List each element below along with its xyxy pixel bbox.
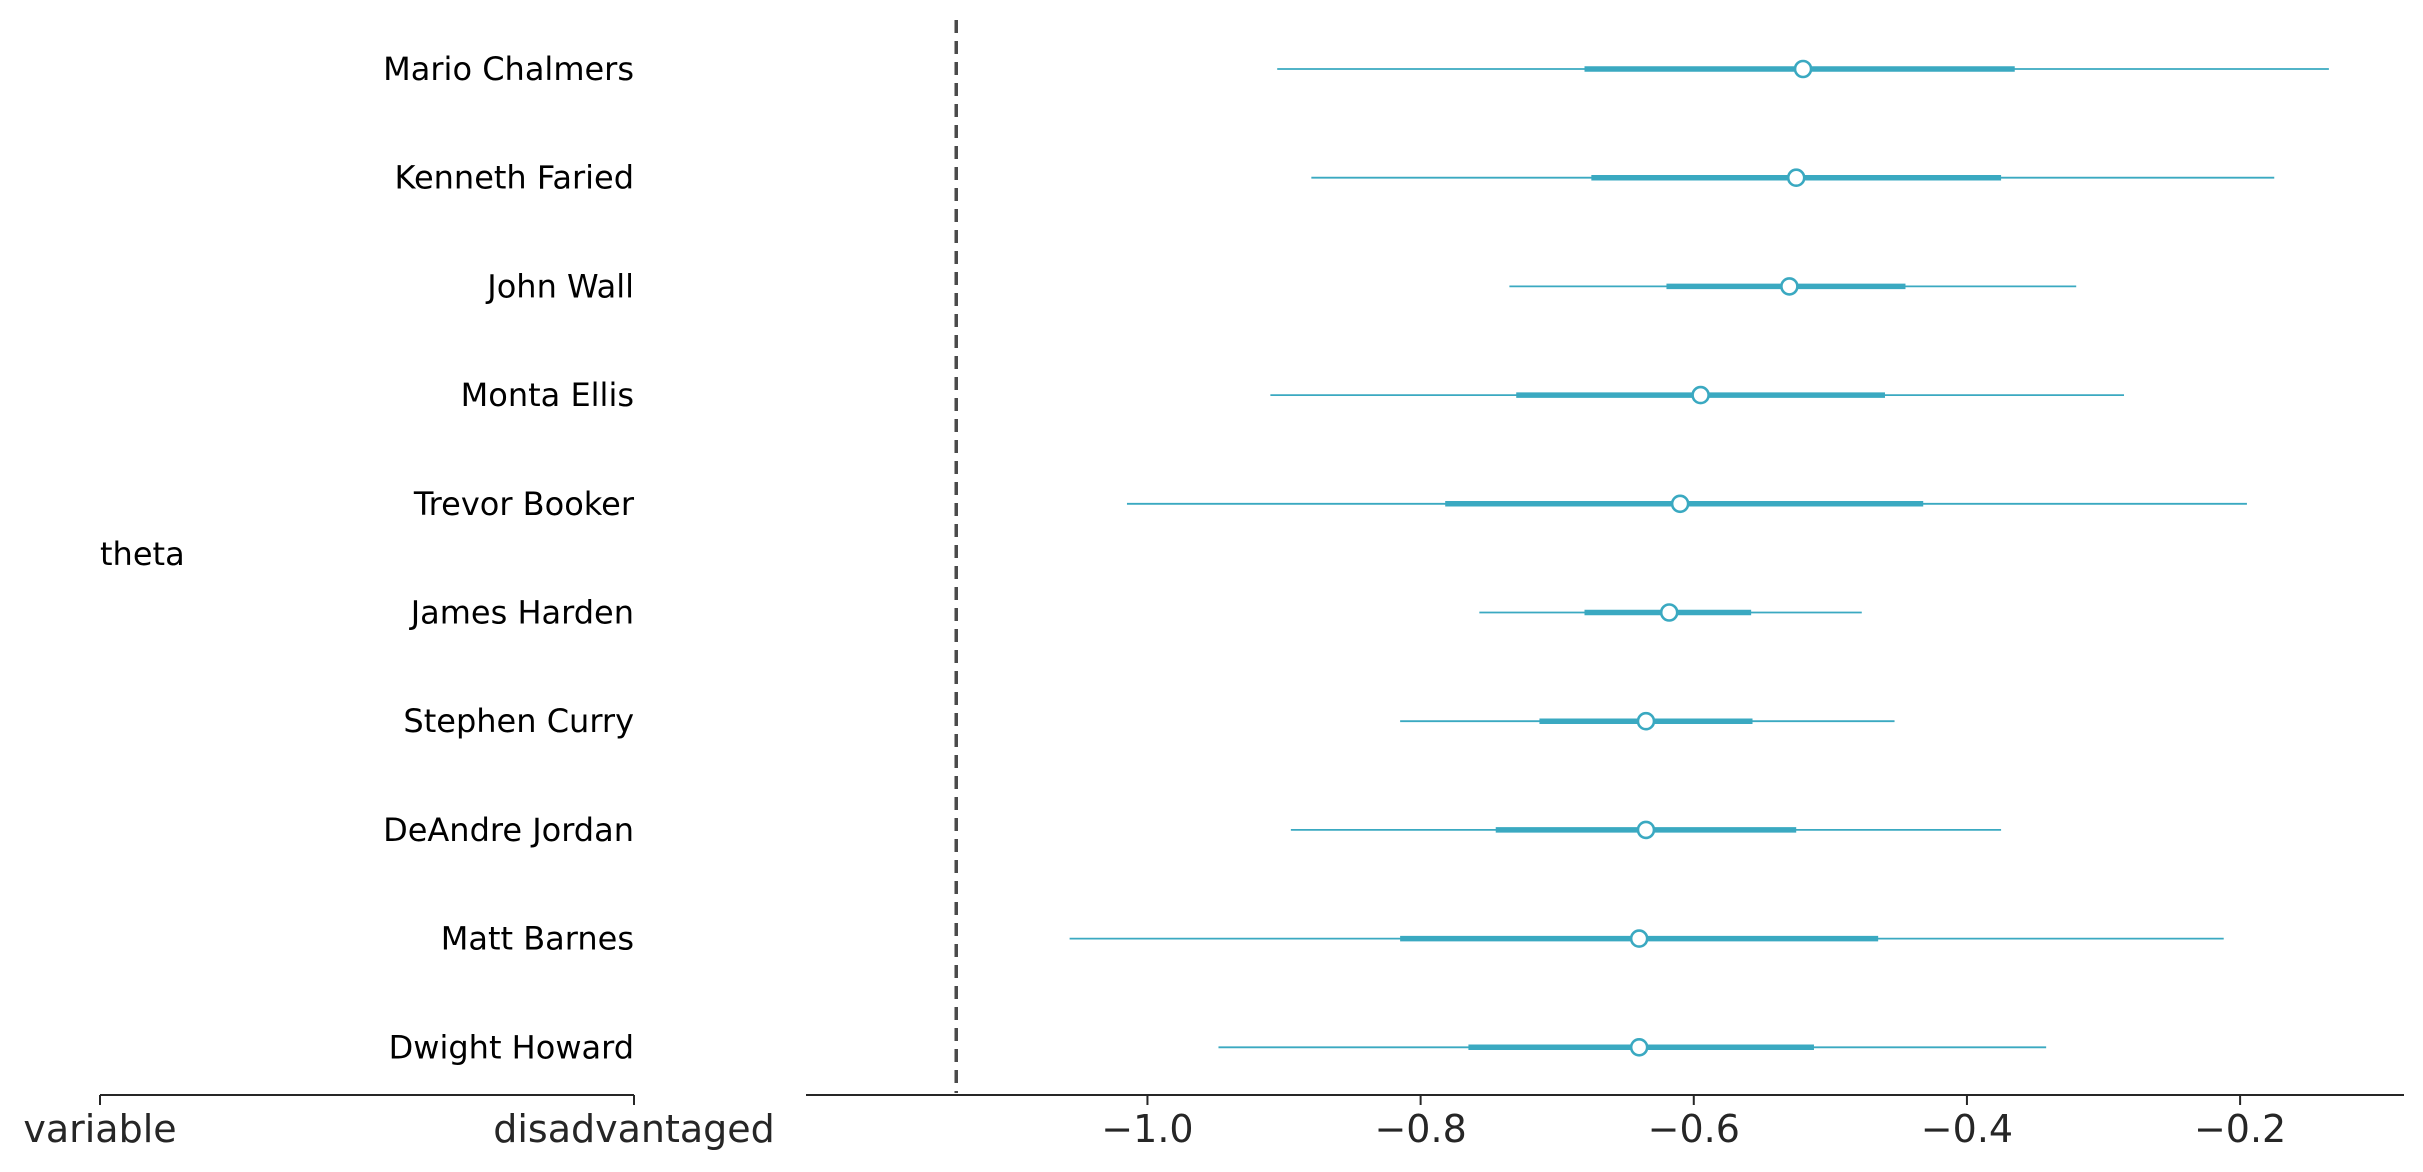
interval-row (1290, 820, 2002, 840)
interval-row (1509, 277, 2077, 296)
x-tick-label: −1.0 (1101, 1107, 1193, 1151)
row-label: Mario Chalmers (383, 50, 634, 88)
row-label: Monta Ellis (461, 376, 634, 414)
x-tick-label: −0.8 (1374, 1107, 1466, 1151)
row-labels: Mario Chalmers Kenneth Faried John Wall Mon… (383, 50, 635, 1066)
interval-row (1479, 603, 1862, 622)
median-point (1629, 1038, 1649, 1057)
row-label: Trevor Booker (413, 485, 635, 523)
median-point (1670, 494, 1690, 514)
interval-row (1400, 711, 1895, 731)
interval-row (1069, 929, 2224, 948)
group-label-theta: theta (100, 535, 185, 573)
interval-row (1126, 494, 2247, 514)
interval-row (1270, 385, 2125, 405)
label-axis: variable disadvantaged theta (23, 535, 774, 1151)
median-point (1636, 711, 1656, 731)
median-point (1793, 59, 1813, 79)
label-axis-header-variable: variable (23, 1107, 176, 1151)
row-label: Stephen Curry (403, 702, 634, 740)
median-point (1691, 385, 1710, 405)
label-axis-header-disadvantaged: disadvantaged (493, 1107, 775, 1151)
row-label: Kenneth Faried (395, 159, 634, 197)
median-point (1780, 277, 1799, 296)
interval-marks (1069, 59, 2329, 1057)
x-tick-label: −0.4 (1921, 1107, 2013, 1151)
interval-row (1277, 59, 2329, 79)
interval-row (1218, 1038, 2047, 1057)
median-point (1786, 168, 1806, 187)
row-label: DeAndre Jordan (383, 811, 634, 849)
row-label: James Harden (409, 594, 634, 632)
x-tick-label: −0.6 (1648, 1107, 1740, 1151)
row-label: Dwight Howard (389, 1028, 634, 1066)
median-point (1659, 603, 1679, 622)
x-tick-label: −0.2 (2194, 1107, 2286, 1151)
median-point (1636, 820, 1656, 840)
row-label: John Wall (485, 267, 634, 305)
row-label: Matt Barnes (441, 920, 634, 958)
x-axis-ticks: −1.0 −0.8 −0.6 −0.4 −0.2 (1101, 1095, 2286, 1151)
interval-row (1311, 168, 2275, 187)
plot-area: −1.0 −0.8 −0.6 −0.4 −0.2 (806, 20, 2404, 1151)
median-point (1629, 929, 1649, 948)
